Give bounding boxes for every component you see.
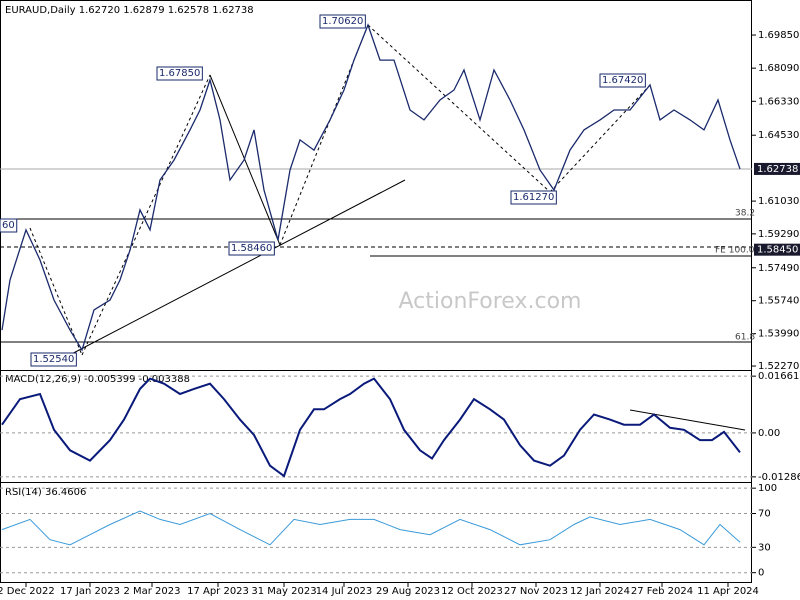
projection-line — [209, 74, 281, 246]
annotation-box — [30, 352, 77, 367]
y-tick-label: 70 — [758, 509, 771, 520]
frame — [0, 0, 752, 583]
annotation: 61.8 — [735, 333, 755, 343]
x-tick-label: 12 Oct 2023 — [441, 586, 503, 597]
annotation: 1.61270 — [513, 192, 554, 203]
projection-line — [367, 24, 551, 193]
y-tick-label: 0.00 — [758, 428, 780, 439]
series-line — [1, 510, 741, 546]
x-tick-label: 27 Feb 2024 — [631, 586, 693, 597]
annotation: FE 100.0 — [715, 246, 755, 256]
series-line — [1, 377, 741, 478]
annotation: 1.67850 — [159, 68, 200, 79]
y-tick-label: 1.57490 — [758, 263, 799, 274]
x-tick-label: 14 Jul 2023 — [316, 586, 373, 597]
y-tick-label: 0 — [758, 568, 764, 579]
chart-title: EURAUD,Daily 1.62720 1.62879 1.62578 1.6… — [5, 5, 254, 16]
annotation-box — [156, 66, 203, 81]
panel-title: MACD(12,26,9) -0.005399 -0.003388 — [5, 374, 190, 385]
y-tick-label: 1.66330 — [758, 96, 799, 107]
x-tick-label: 31 May 2023 — [251, 586, 316, 597]
y-tick-label: -0.012864 — [758, 472, 800, 483]
x-tick-label: 27 Nov 2023 — [504, 586, 568, 597]
x-tick-label: 2 Dec 2022 — [0, 586, 55, 597]
series-line — [1, 23, 741, 352]
annotation-box — [228, 241, 275, 256]
x-tick-label: 11 Apr 2024 — [697, 586, 759, 597]
x-tick-label: 17 Apr 2023 — [187, 586, 249, 597]
y-tick-label: 0.016619 — [758, 371, 800, 382]
projection-line — [549, 84, 651, 193]
x-tick-label: 2 Mar 2023 — [123, 586, 180, 597]
y-tick-label: 1.68090 — [758, 63, 799, 74]
x-tick-label: 29 Aug 2023 — [376, 586, 440, 597]
y-tick-label: 100 — [758, 483, 777, 494]
y-tick-label: 1.52270 — [758, 361, 799, 372]
y-tick-label: 1.61030 — [758, 196, 799, 207]
price-tag — [754, 243, 800, 256]
y-tick-label: 1.55740 — [758, 296, 799, 307]
annotation-box — [0, 218, 18, 233]
projection-line — [29, 227, 83, 356]
annotation-box — [599, 73, 646, 88]
price-tag — [754, 162, 800, 175]
annotation: 1.52540 — [33, 354, 74, 365]
y-tick-label: 1.59290 — [758, 229, 799, 240]
x-tick-label: 12 Jan 2024 — [570, 586, 630, 597]
macd-trend-line — [629, 409, 746, 431]
y-tick-label: 1.64530 — [758, 130, 799, 141]
y-tick-label: 1.69850 — [758, 30, 799, 41]
annotation-box — [510, 190, 557, 205]
annotation: 38.2 — [735, 209, 755, 219]
annotation: 60 — [2, 220, 15, 231]
watermark: ActionForex.com — [399, 289, 582, 314]
trend-line — [59, 179, 406, 361]
x-tick-label: 17 Jan 2023 — [60, 586, 120, 597]
panel-title: RSI(14) 36.4606 — [5, 487, 86, 498]
price-tag-label: 1.58450 — [757, 245, 798, 256]
y-tick-label: 1.53990 — [758, 329, 799, 340]
annotation: 1.70620 — [322, 16, 363, 27]
annotation-box — [319, 14, 366, 29]
price-tag-label: 1.62738 — [757, 164, 798, 175]
annotation: 1.67420 — [602, 75, 643, 86]
y-tick-label: 30 — [758, 542, 771, 553]
annotation: 1.58460 — [231, 243, 272, 254]
